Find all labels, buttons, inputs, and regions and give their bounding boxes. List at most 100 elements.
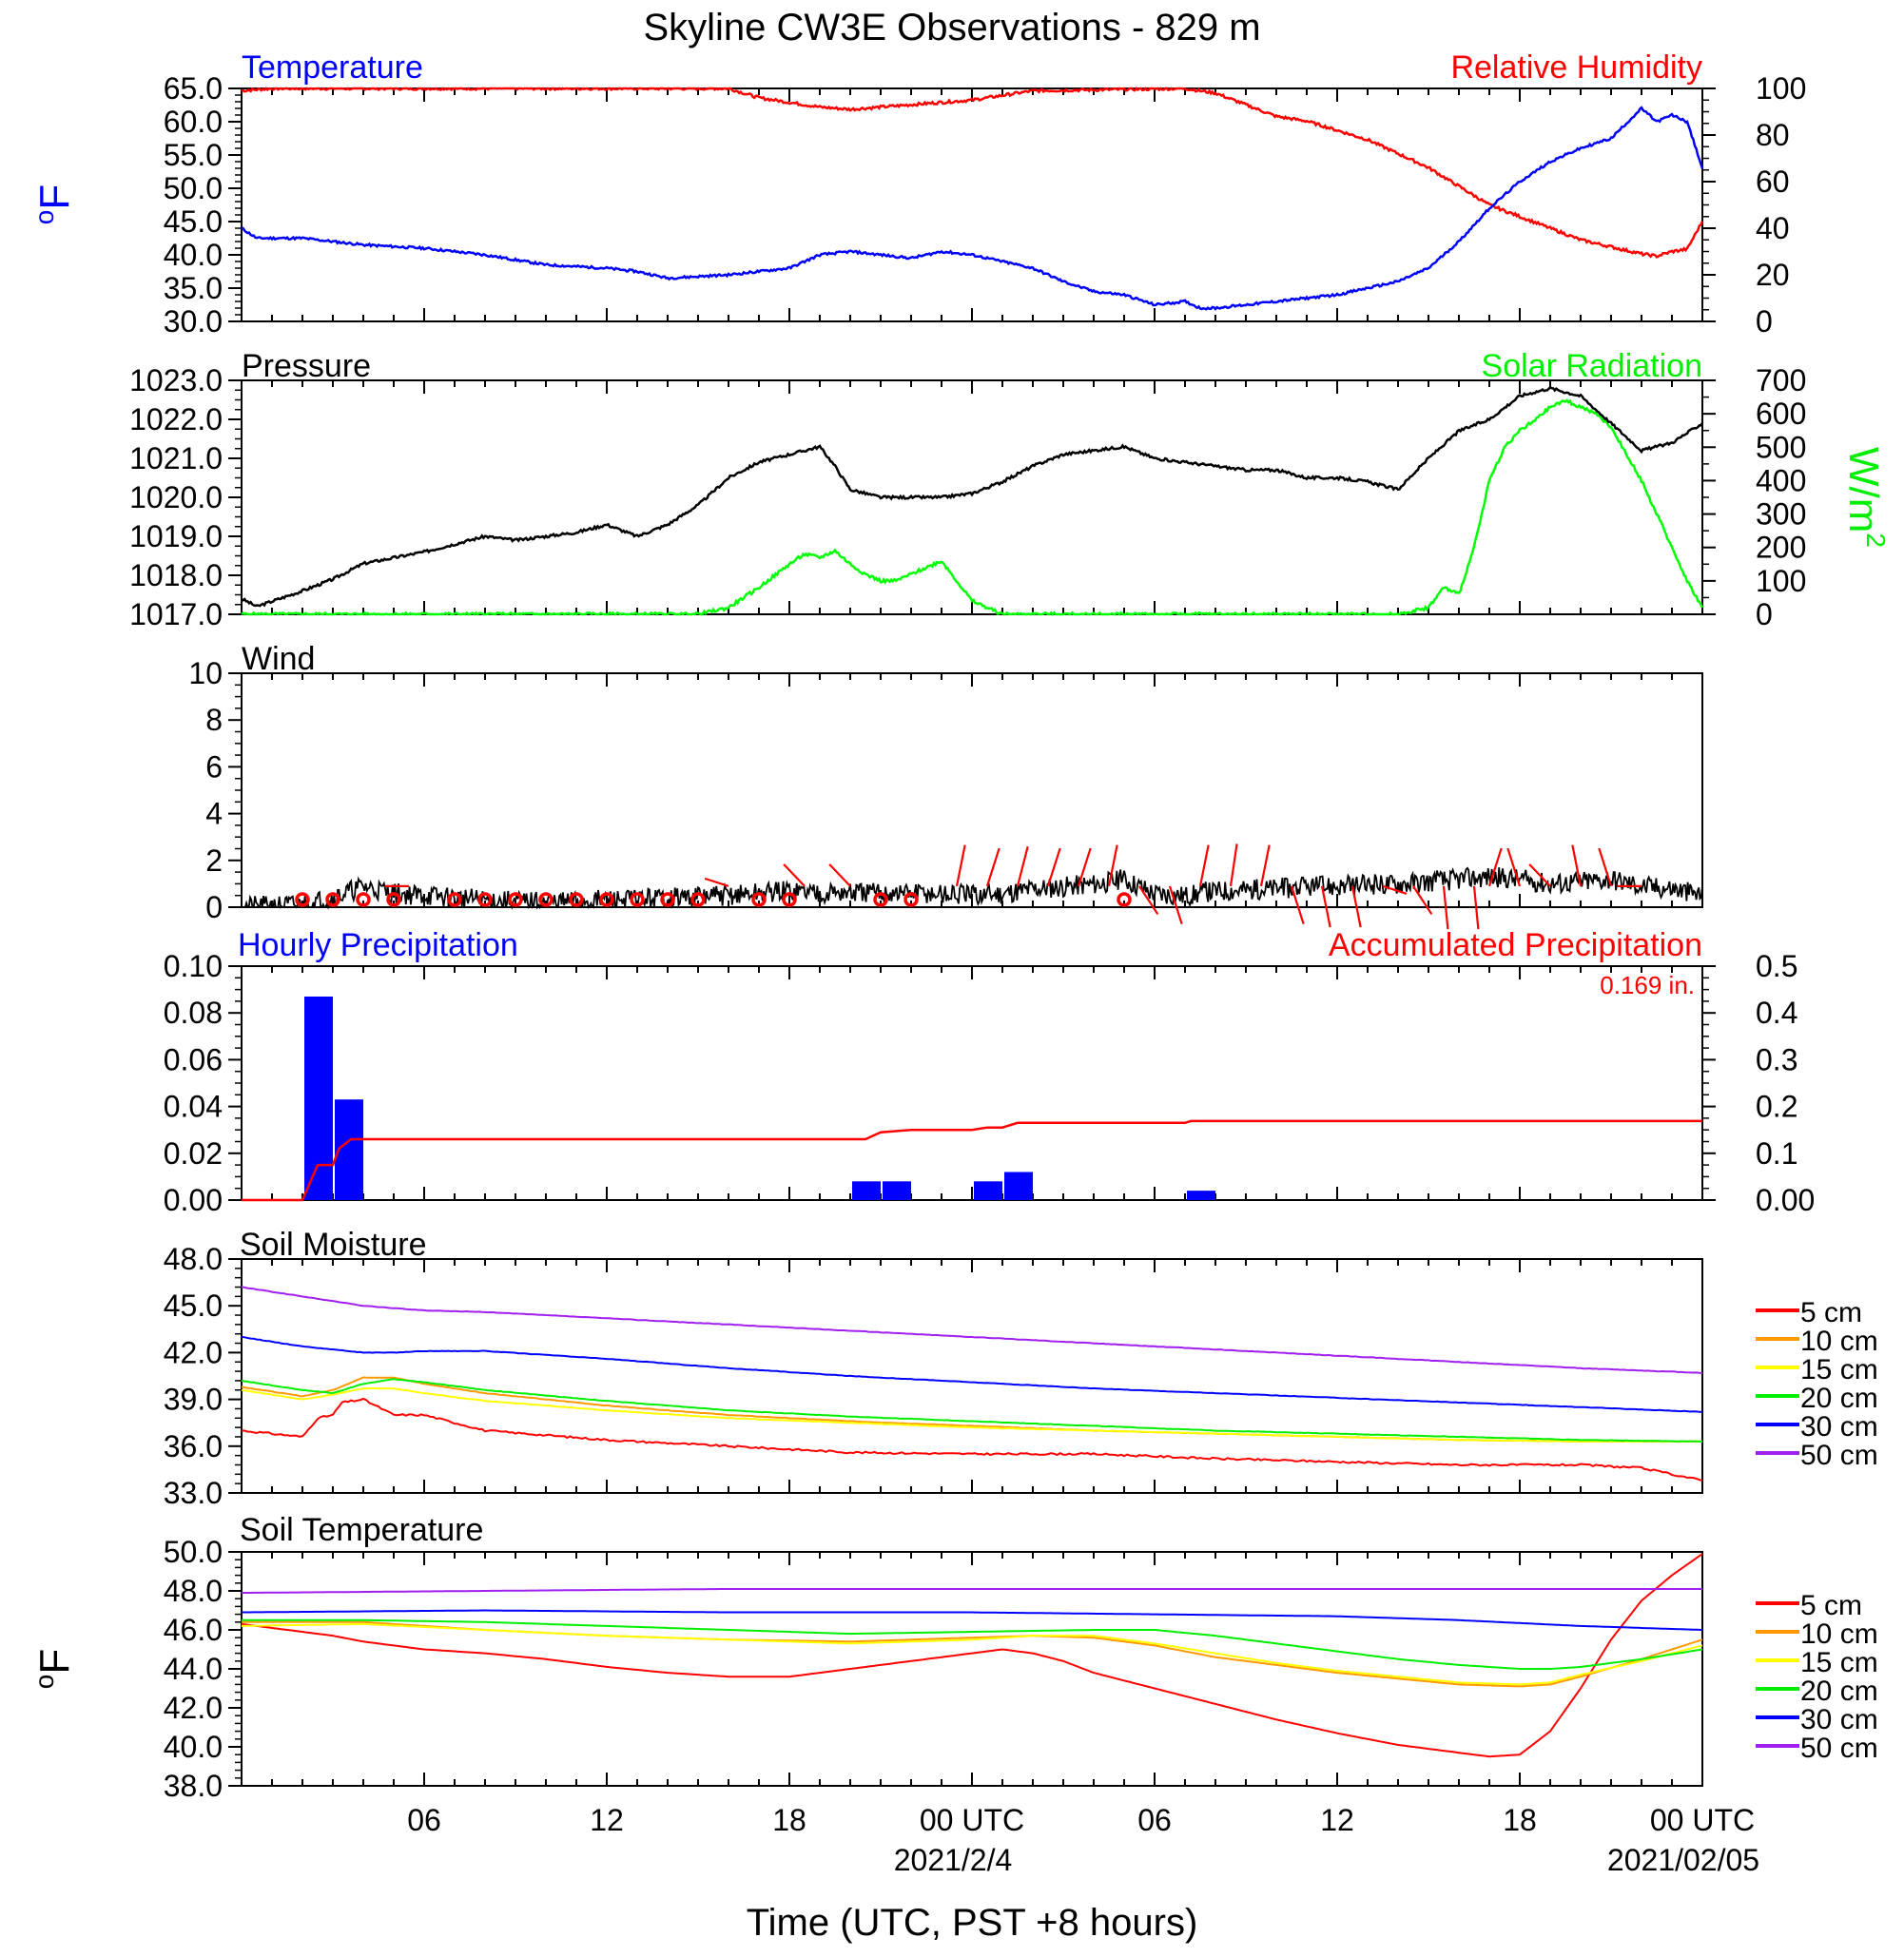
wind-barb [1487,847,1503,887]
wind-barb [783,863,806,887]
calm-wind-marker [569,892,584,907]
wind-barb [1382,884,1408,895]
soil-temperature-title: Soil Temperature [240,1512,483,1548]
time-tick-label: 00 UTC [1650,1803,1755,1837]
soil-temperature-unit-label: oF [29,1649,78,1689]
calm-wind-marker [447,892,462,907]
soil-moisture-panel-left-tick-label: 42.0 [164,1335,223,1369]
soil-temperature-panel-left-tick-label: 46.0 [164,1613,223,1647]
soil-temperature-legend-label: 10 cm [1800,1618,1878,1650]
calm-wind-marker [903,892,919,907]
solar-radiation-line [241,398,1704,616]
wind-barb [985,847,1001,887]
time-tick-label: 12 [1320,1803,1354,1837]
accumulated-precip-line [242,1119,1702,1202]
soil-moisture-legend-label: 15 cm [1800,1354,1878,1385]
soil-temperature-line-20cm [242,1618,1703,1670]
solar-panel-right-tick-label: 0 [1756,597,1773,631]
wind-barb [828,863,851,887]
accum-panel-right-tick-label: 0.2 [1756,1090,1797,1124]
wind-panel: 10 8 6 4 2 0 Wind [188,641,1703,930]
solar-panel-right-tick-label: 100 [1756,564,1806,598]
wind-barb [1168,885,1183,925]
soil-moisture-legend-label: 10 cm [1800,1326,1878,1357]
calm-wind-marker [599,892,614,907]
hourly-precip-bar [852,1181,881,1200]
wind-barb [1412,885,1433,916]
soil-temperature-line-50cm [242,1588,1702,1594]
temp-panel-left-tick-label: 65.0 [164,71,223,106]
temperature-title: Temperature [242,49,423,86]
calm-wind-marker [630,892,645,907]
rh-panel-right-tick-label: 80 [1756,118,1790,152]
wind-barb [1320,885,1331,928]
solar-panel-right-tick-label: 700 [1756,363,1806,397]
hourly-precipitation-title: Hourly Precipitation [238,927,518,963]
wind-panel-left-tick-label: 4 [205,797,223,831]
soil-moisture-title: Soil Moisture [240,1227,427,1263]
page-title: Skyline CW3E Observations - 829 m [643,7,1260,48]
soil-temperature-panel-left-tick-label: 48.0 [164,1574,223,1608]
soil-moisture-panel-left-tick-label: 48.0 [164,1242,223,1276]
time-tick-label: 12 [590,1803,624,1837]
time-axis-labels: 06 12 18 00 UTC 2021/2/4 06 12 18 00 UTC 2021/02/… [407,1803,1759,1877]
temperature-line [241,106,1704,311]
soil-moisture-legend-label: 20 cm [1800,1383,1878,1414]
soil-temperature-legend-label: 50 cm [1800,1733,1878,1764]
hourly-precip-bar [304,996,333,1200]
calm-wind-marker [386,892,401,907]
calm-wind-marker [477,892,493,907]
wind-barb [1442,885,1449,930]
wind-barb [955,844,966,887]
soil-moisture-legend-label: 30 cm [1800,1411,1878,1443]
rh-panel-right-tick-label: 60 [1756,165,1790,199]
calm-wind-marker [325,892,340,907]
wind-panel-left-tick-label: 8 [205,703,223,737]
pressure-panel-left-tick-label: 1019.0 [129,519,223,553]
date-tick-label: 2021/02/05 [1607,1843,1759,1877]
soil-moisture-line-15cm [241,1386,1703,1444]
accumulated-total-label: 0.169 in. [1600,971,1695,999]
precip-panel-left-tick-label: 0.02 [164,1136,223,1171]
calm-wind-marker [356,892,371,907]
calm-wind-marker [538,892,554,907]
time-tick-label: 06 [1137,1803,1172,1837]
soil-temperature-legend-label: 20 cm [1800,1676,1878,1707]
solar-panel-right-tick-label: 400 [1756,463,1806,497]
temperature-unit-label: oF [29,184,78,224]
soil-moisture-line-50cm [241,1286,1703,1374]
x-axis-title: Time (UTC, PST +8 hours) [747,1902,1198,1944]
soil-temperature-panel-left-tick-label: 42.0 [164,1691,223,1725]
precipitation-panel: 0.10 0.08 0.06 0.04 0.02 0.00 0.5 0.4 0.3 0.2 0.1 0… [164,927,1816,1217]
soil-temperature-panel-left-tick-label: 44.0 [164,1652,223,1686]
accum-panel-right-tick-label: 0.3 [1756,1042,1797,1076]
solar-panel-right-tick-label: 500 [1756,430,1806,464]
soil-moisture-panel-left-tick-label: 39.0 [164,1383,223,1417]
soil-moisture-line-20cm [241,1378,1703,1443]
precip-panel-left-tick-label: 0.00 [164,1183,223,1217]
wind-panel-left-tick-label: 2 [205,843,223,878]
precip-panel-left-tick-label: 0.04 [164,1090,223,1124]
accum-panel-right-tick-label: 0.5 [1756,949,1797,983]
wind-barb [1077,847,1092,887]
calm-wind-marker [690,892,706,907]
hourly-precip-bar [883,1181,911,1200]
wind-panel-left-tick-label: 10 [188,656,223,690]
time-tick-label: 00 UTC [920,1803,1024,1837]
soil-moisture-panel-left-tick-label: 33.0 [164,1476,223,1510]
calm-wind-marker [508,892,523,907]
rh-panel-right-tick-label: 40 [1756,211,1790,245]
accum-panel-right-tick-label: 0.00 [1756,1183,1815,1217]
pressure-panel-left-tick-label: 1017.0 [129,597,223,631]
soil-temperature-legend-label: 30 cm [1800,1704,1878,1735]
pressure-line [241,385,1704,608]
wind-panel-left-tick-label: 6 [205,749,223,784]
pressure-panel-left-tick-label: 1021.0 [129,441,223,475]
solar-unit-label: W/m2 [1840,447,1891,548]
time-tick-label: 06 [407,1803,441,1837]
calm-wind-marker [1117,892,1132,907]
rh-panel-right-tick-label: 20 [1756,258,1790,292]
precip-panel-left-tick-label: 0.06 [164,1042,223,1076]
temp-panel-left-tick-label: 60.0 [164,105,223,139]
